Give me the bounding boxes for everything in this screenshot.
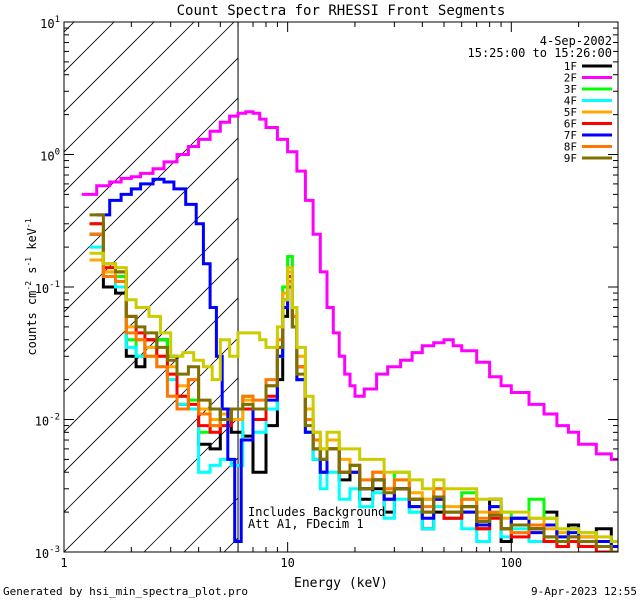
chart-title: Count Spectra for RHESSI Front Segments xyxy=(177,3,506,19)
footer-generated-by: Generated by hsi_min_spectra_plot.pro xyxy=(3,585,248,598)
legend-label-4f: 4F xyxy=(564,95,577,108)
hatch-line xyxy=(64,97,239,273)
y-tick-label: 10-3 xyxy=(35,545,60,561)
hatch-line xyxy=(64,337,239,513)
x-tick-label: 10 xyxy=(280,556,294,570)
y-tick-label: 101 xyxy=(40,15,60,31)
hatch-line xyxy=(103,417,239,552)
series-line-7f xyxy=(96,177,618,548)
hatch-line xyxy=(64,137,239,313)
hatch-line xyxy=(64,22,115,73)
legend-label-7f: 7F xyxy=(564,129,577,142)
y-tick-label: 100 xyxy=(40,148,60,164)
hatch-line xyxy=(64,257,239,433)
hatch-line xyxy=(64,22,155,113)
hatch-line xyxy=(344,0,640,552)
hatch-line xyxy=(64,377,239,552)
date-label: 4-Sep-2002 xyxy=(540,34,612,48)
series-line-2f xyxy=(81,110,618,461)
legend-label-5f: 5F xyxy=(564,106,577,119)
annotation-background: Includes Background xyxy=(248,505,385,519)
hatch-line xyxy=(64,22,235,193)
series-line-9f xyxy=(89,213,618,552)
hatch-line xyxy=(64,297,239,473)
y-tick-label: 10-2 xyxy=(35,413,60,429)
x-tick-label: 1 xyxy=(60,556,67,570)
hatch-line xyxy=(64,22,195,153)
y-axis-label: counts cm-2 s-1 keV-1 xyxy=(24,218,39,355)
x-axis-label: Energy (keV) xyxy=(294,576,388,591)
y-tick-label: 10-1 xyxy=(35,280,60,296)
legend-label-8f: 8F xyxy=(564,141,577,154)
legend-label-6f: 6F xyxy=(564,118,577,131)
annotation-attenuator: Att A1, FDecim 1 xyxy=(248,517,364,531)
legend-label-9f: 9F xyxy=(564,152,577,165)
legend-label-1f: 1F xyxy=(564,60,577,73)
hatch-line xyxy=(64,177,239,353)
series-line-y xyxy=(89,251,618,543)
hatch-line xyxy=(304,0,640,552)
legend-label-2f: 2F xyxy=(564,72,577,85)
hatch-line xyxy=(0,0,104,552)
x-tick-label: 100 xyxy=(500,556,522,570)
legend-label-3f: 3F xyxy=(564,83,577,96)
time-range-label: 15:25:00 to 15:26:00 xyxy=(468,46,613,60)
footer-timestamp: 9-Apr-2023 12:55 xyxy=(531,585,637,598)
